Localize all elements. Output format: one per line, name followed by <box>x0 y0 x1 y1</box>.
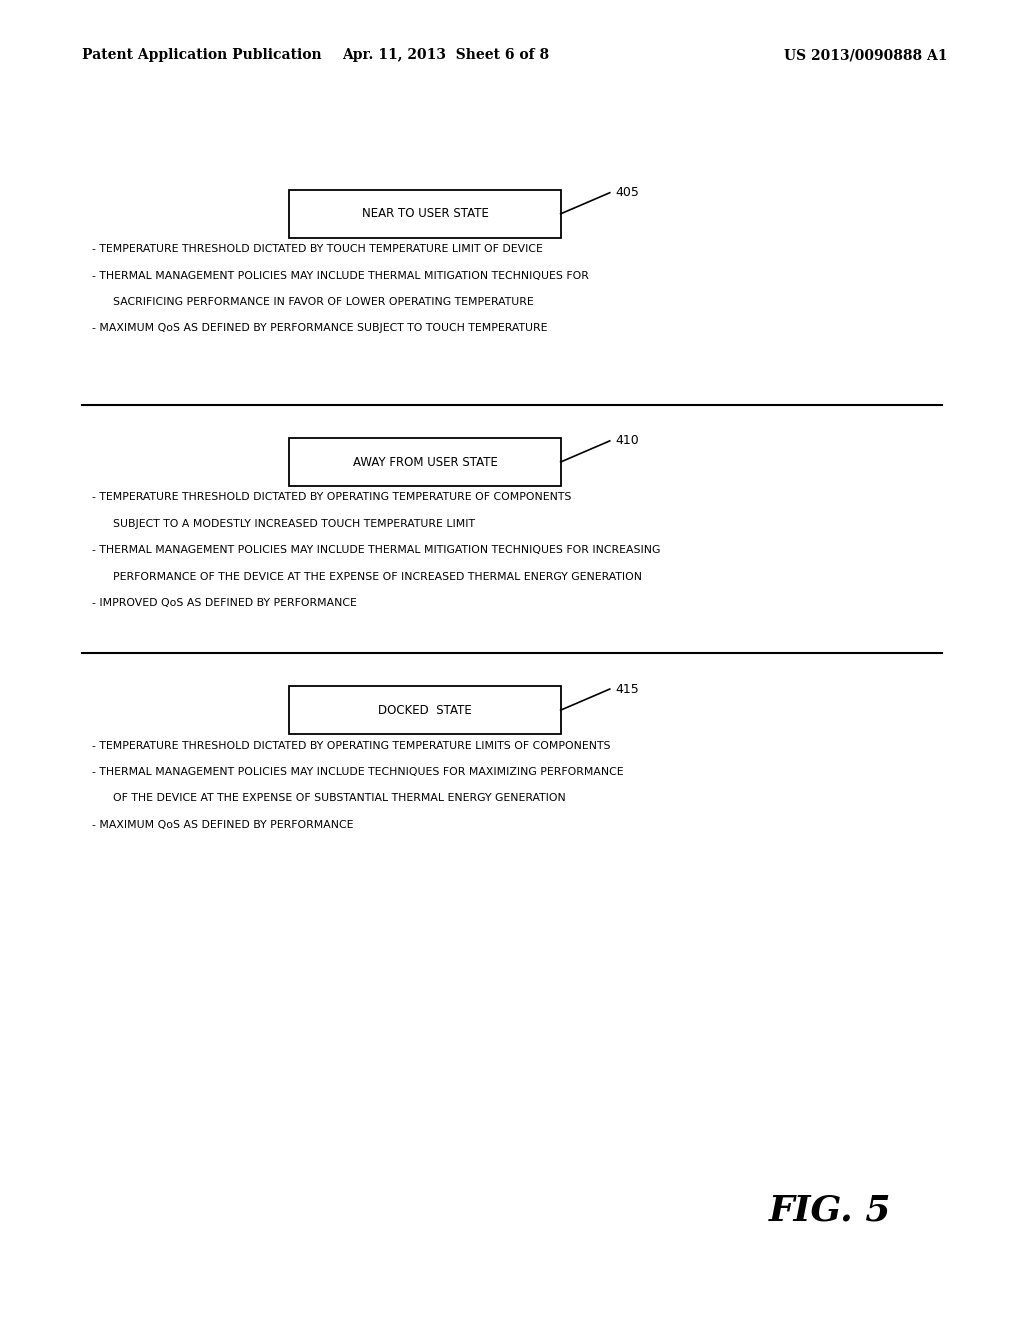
Text: - TEMPERATURE THRESHOLD DICTATED BY OPERATING TEMPERATURE LIMITS OF COMPONENTS: - TEMPERATURE THRESHOLD DICTATED BY OPER… <box>92 741 610 751</box>
Text: - IMPROVED QoS AS DEFINED BY PERFORMANCE: - IMPROVED QoS AS DEFINED BY PERFORMANCE <box>92 598 357 609</box>
Text: Patent Application Publication: Patent Application Publication <box>82 49 322 62</box>
Text: SACRIFICING PERFORMANCE IN FAVOR OF LOWER OPERATING TEMPERATURE: SACRIFICING PERFORMANCE IN FAVOR OF LOWE… <box>92 297 534 308</box>
Text: DOCKED  STATE: DOCKED STATE <box>378 704 472 717</box>
Text: - TEMPERATURE THRESHOLD DICTATED BY TOUCH TEMPERATURE LIMIT OF DEVICE: - TEMPERATURE THRESHOLD DICTATED BY TOUC… <box>92 244 543 255</box>
Text: OF THE DEVICE AT THE EXPENSE OF SUBSTANTIAL THERMAL ENERGY GENERATION: OF THE DEVICE AT THE EXPENSE OF SUBSTANT… <box>92 793 566 804</box>
Text: - MAXIMUM QoS AS DEFINED BY PERFORMANCE: - MAXIMUM QoS AS DEFINED BY PERFORMANCE <box>92 820 353 830</box>
Text: - MAXIMUM QoS AS DEFINED BY PERFORMANCE SUBJECT TO TOUCH TEMPERATURE: - MAXIMUM QoS AS DEFINED BY PERFORMANCE … <box>92 323 548 334</box>
Text: NEAR TO USER STATE: NEAR TO USER STATE <box>361 207 488 220</box>
Text: 410: 410 <box>614 434 639 447</box>
Text: FIG. 5: FIG. 5 <box>768 1193 891 1228</box>
Bar <box>289 438 561 486</box>
Text: - TEMPERATURE THRESHOLD DICTATED BY OPERATING TEMPERATURE OF COMPONENTS: - TEMPERATURE THRESHOLD DICTATED BY OPER… <box>92 492 571 503</box>
Text: Apr. 11, 2013  Sheet 6 of 8: Apr. 11, 2013 Sheet 6 of 8 <box>342 49 549 62</box>
Bar <box>289 686 561 734</box>
Text: - THERMAL MANAGEMENT POLICIES MAY INCLUDE THERMAL MITIGATION TECHNIQUES FOR: - THERMAL MANAGEMENT POLICIES MAY INCLUD… <box>92 271 589 281</box>
Text: 405: 405 <box>614 186 639 199</box>
Text: 415: 415 <box>614 682 639 696</box>
Text: - THERMAL MANAGEMENT POLICIES MAY INCLUDE TECHNIQUES FOR MAXIMIZING PERFORMANCE: - THERMAL MANAGEMENT POLICIES MAY INCLUD… <box>92 767 624 777</box>
Text: - THERMAL MANAGEMENT POLICIES MAY INCLUDE THERMAL MITIGATION TECHNIQUES FOR INCR: - THERMAL MANAGEMENT POLICIES MAY INCLUD… <box>92 545 660 556</box>
Text: AWAY FROM USER STATE: AWAY FROM USER STATE <box>352 455 498 469</box>
Text: SUBJECT TO A MODESTLY INCREASED TOUCH TEMPERATURE LIMIT: SUBJECT TO A MODESTLY INCREASED TOUCH TE… <box>92 519 475 529</box>
Bar <box>289 190 561 238</box>
Text: US 2013/0090888 A1: US 2013/0090888 A1 <box>783 49 947 62</box>
Text: PERFORMANCE OF THE DEVICE AT THE EXPENSE OF INCREASED THERMAL ENERGY GENERATION: PERFORMANCE OF THE DEVICE AT THE EXPENSE… <box>92 572 642 582</box>
